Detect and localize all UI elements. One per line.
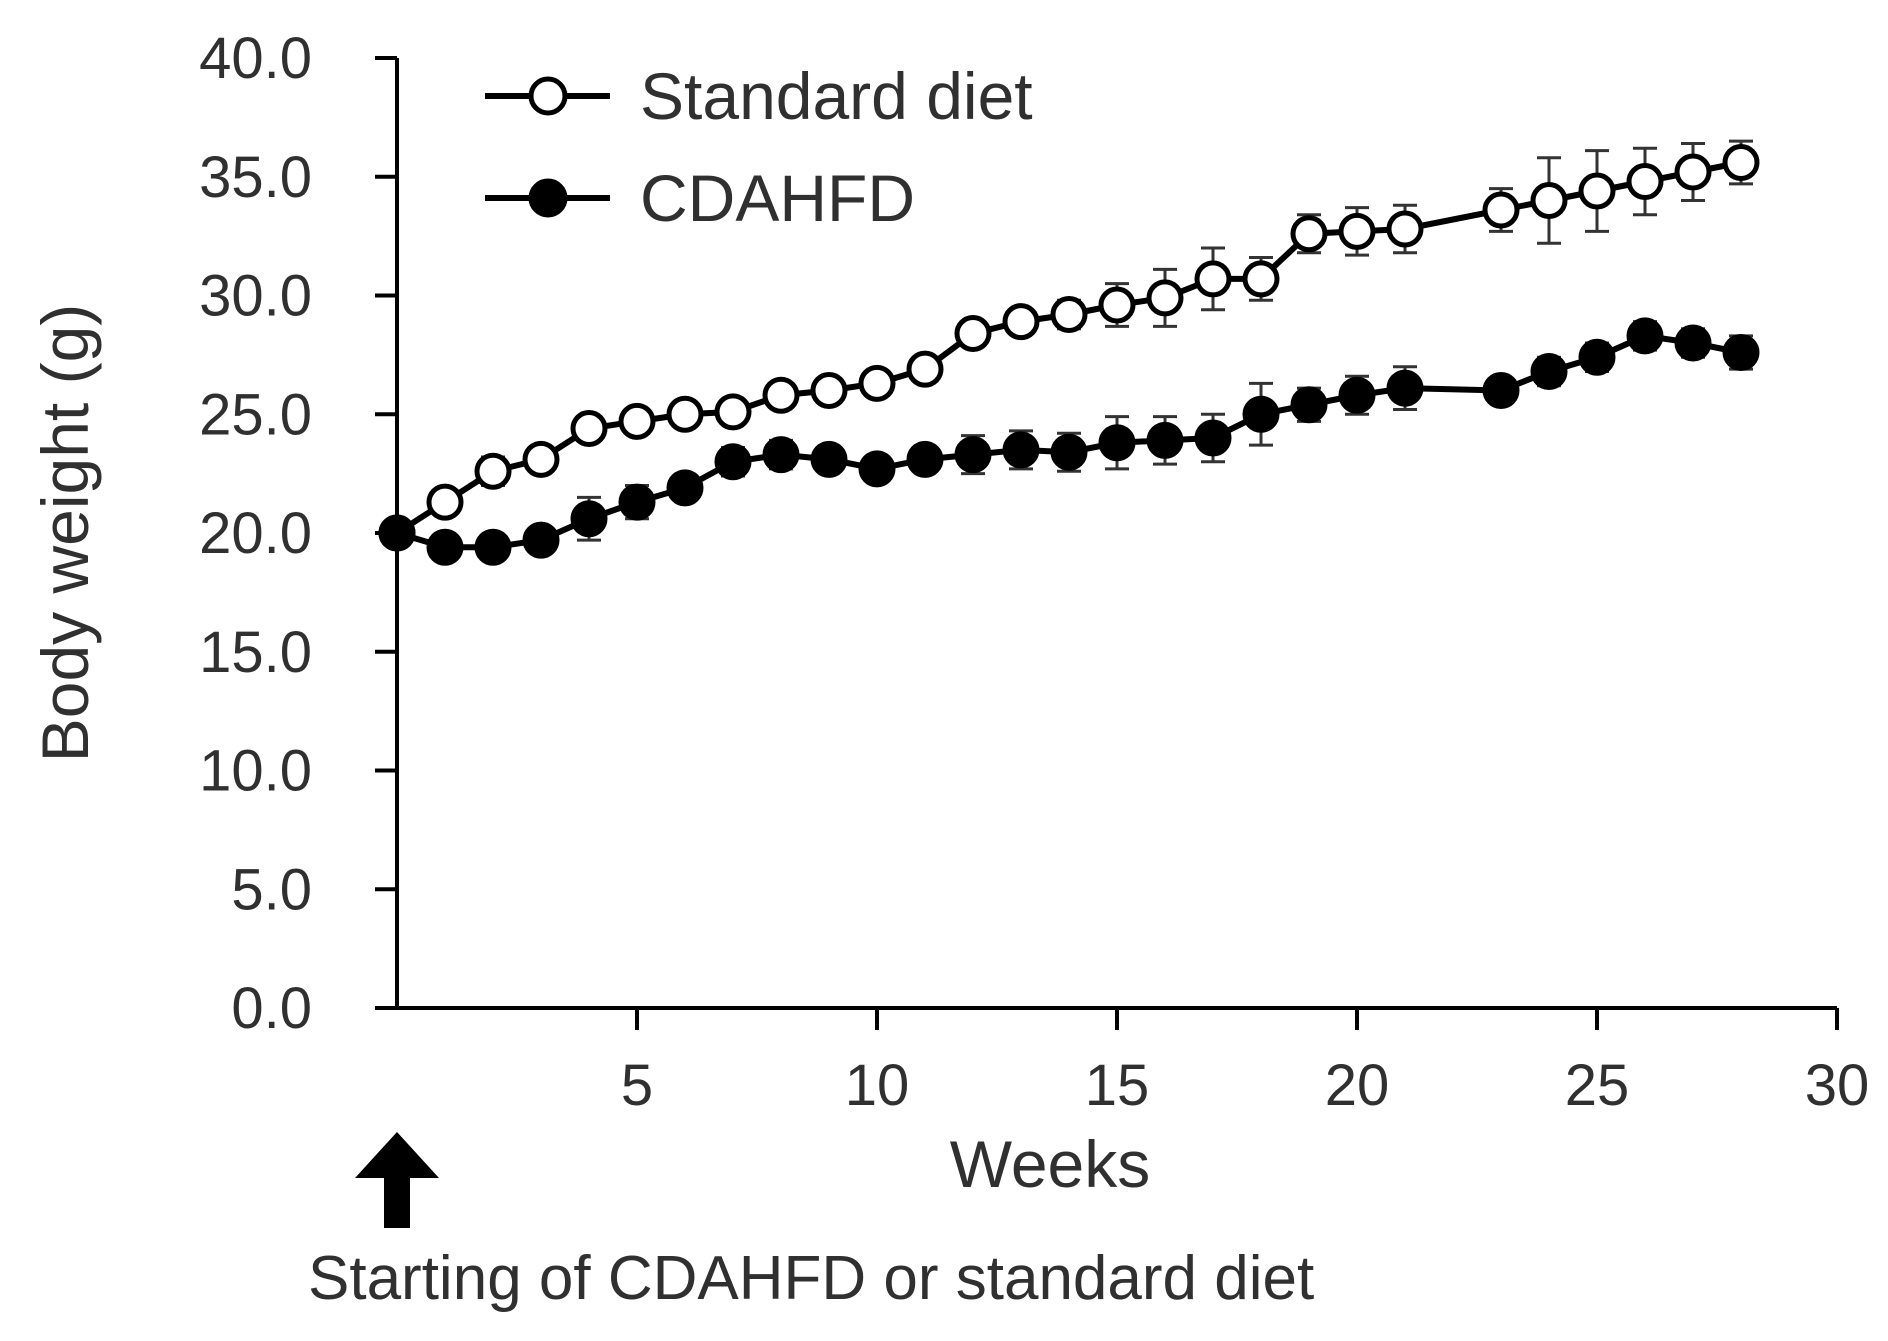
data-point [474, 452, 512, 490]
data-point [858, 364, 896, 402]
up-arrow-icon [355, 1132, 439, 1228]
data-point [906, 440, 944, 478]
x-tick-label: 10 [845, 1053, 910, 1118]
data-point [474, 528, 512, 566]
legend-item-standard-diet: Standard diet [485, 59, 1033, 133]
y-tick-label: 40.0 [199, 26, 312, 91]
data-point [906, 350, 944, 388]
data-point [1626, 317, 1664, 355]
y-tick-label: 30.0 [199, 264, 312, 329]
series-cdahfd [378, 317, 1760, 566]
series-layer [378, 139, 1760, 566]
y-tick-label: 0.0 [231, 976, 312, 1041]
data-point [1050, 433, 1088, 471]
data-point [1338, 376, 1376, 414]
data-point [1578, 338, 1616, 376]
x-tick-label: 30 [1805, 1053, 1870, 1118]
start-annotation: Starting of CDAHFD or standard diet [308, 1132, 1314, 1313]
legend-marker-standard-diet [528, 76, 568, 116]
data-point [1674, 153, 1712, 191]
data-point [1290, 386, 1328, 424]
x-tick-label: 20 [1325, 1053, 1390, 1118]
data-point [858, 450, 896, 488]
data-point [1386, 210, 1424, 248]
series-line-cdahfd [396, 332, 1742, 551]
data-point [1626, 163, 1664, 200]
data-point [1146, 279, 1184, 317]
start-annotation-label: Starting of CDAHFD or standard diet [308, 1244, 1314, 1313]
y-tick-label: 10.0 [199, 739, 312, 804]
data-point [954, 315, 992, 352]
data-point [1098, 424, 1136, 462]
data-point [762, 436, 800, 474]
data-point [1194, 419, 1232, 457]
data-point [810, 440, 848, 478]
legend-item-cdahfd: CDAHFD [485, 161, 915, 235]
x-tick-label: 15 [1085, 1053, 1150, 1118]
legend: Standard diet CDAHFD [485, 59, 1033, 235]
data-point [570, 410, 608, 447]
data-point [1722, 334, 1760, 371]
data-point [522, 440, 560, 478]
x-tick-label: 5 [621, 1053, 653, 1118]
x-axis-title: Weeks [950, 1127, 1151, 1201]
legend-label-cdahfd: CDAHFD [640, 161, 915, 235]
data-point [666, 395, 704, 433]
data-point [1002, 303, 1040, 341]
data-point [1050, 296, 1088, 333]
data-point [570, 500, 608, 538]
series-line-standard-diet [395, 159, 1742, 536]
data-point [426, 483, 464, 521]
data-point [1386, 369, 1424, 407]
data-point [1674, 324, 1712, 362]
data-point [1578, 172, 1616, 210]
data-point [1146, 421, 1184, 459]
y-tick-label: 20.0 [199, 501, 312, 566]
y-tick-label: 5.0 [231, 857, 312, 922]
data-point [1482, 372, 1520, 409]
data-point [1530, 353, 1568, 390]
data-point [1530, 182, 1568, 219]
y-axis-title: Body weight (g) [28, 304, 102, 763]
data-point [1338, 212, 1376, 250]
y-tick-label: 35.0 [199, 145, 312, 210]
data-point [618, 483, 656, 521]
data-point [1290, 215, 1328, 253]
axes: 0.0 5.0 10.0 15.0 20.0 25.0 30.0 35.0 40.0 5 10 15… [199, 26, 1869, 1118]
data-point [426, 528, 464, 566]
legend-marker-cdahfd [528, 178, 568, 218]
y-ticks: 0.0 5.0 10.0 15.0 20.0 25.0 30.0 35.0 40.0 [199, 26, 397, 1041]
x-tick-label: 25 [1565, 1053, 1630, 1118]
legend-label-standard-diet: Standard diet [640, 59, 1033, 133]
data-point [762, 376, 800, 414]
data-point [1194, 260, 1232, 298]
y-tick-label: 15.0 [199, 620, 312, 685]
data-point [1722, 144, 1760, 181]
x-ticks: 5 10 15 20 25 30 [621, 1008, 1869, 1118]
data-point [1002, 431, 1040, 469]
series-standard-diet [378, 139, 1760, 552]
y-tick-label: 25.0 [199, 382, 312, 447]
data-point [618, 402, 656, 440]
data-point [714, 393, 752, 431]
data-point [1242, 395, 1280, 433]
data-point [1482, 191, 1520, 229]
data-point [666, 469, 704, 507]
data-point [1242, 260, 1280, 298]
data-point [378, 514, 416, 552]
data-point [714, 443, 752, 481]
data-point [810, 372, 848, 409]
data-point [522, 521, 560, 559]
data-point [1098, 286, 1136, 324]
data-point [954, 436, 992, 474]
